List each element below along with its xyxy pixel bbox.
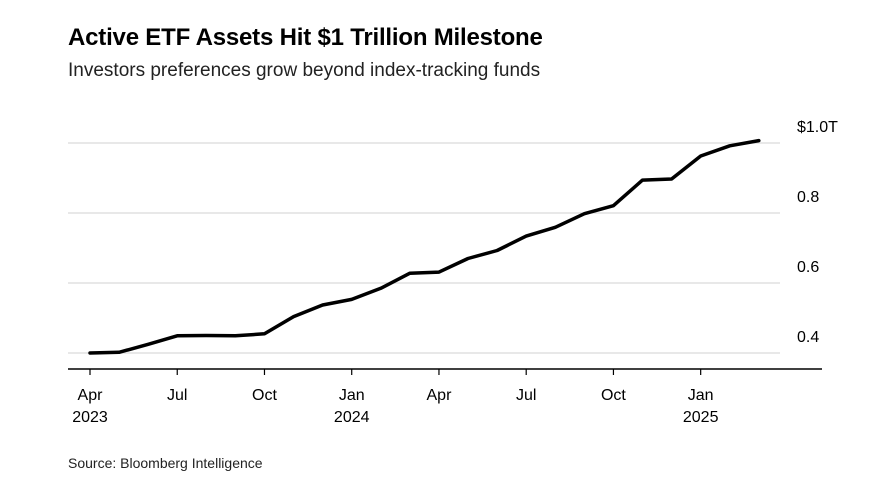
y-tick-label: 0.4 — [797, 329, 819, 346]
x-tick-year-label: 2025 — [683, 409, 719, 426]
x-tick-label: Oct — [252, 387, 277, 404]
x-tick-year-label: 2024 — [334, 409, 370, 426]
y-axis-ticks: $1.0T 0.8 0.6 0.4 — [797, 119, 838, 346]
chart-title: Active ETF Assets Hit $1 Trillion Milest… — [68, 24, 543, 51]
gridlines — [68, 142, 780, 354]
x-tick-year-label: 2023 — [72, 409, 108, 426]
series-line-active-etf-assets — [88, 138, 761, 355]
series — [88, 138, 761, 355]
x-tick-label: Jul — [167, 387, 187, 404]
x-tick-label: Oct — [601, 387, 626, 404]
chart-subtitle: Investors preferences grow beyond index-… — [68, 60, 541, 81]
x-tick-label: Jan — [688, 387, 714, 404]
x-tick-label: Jan — [339, 387, 365, 404]
y-tick-label: 0.8 — [797, 189, 819, 206]
x-tick-label: Jul — [516, 387, 536, 404]
x-tick-label: Apr — [78, 387, 104, 404]
y-tick-label: $1.0T — [797, 119, 838, 136]
x-tick-label: Apr — [427, 387, 453, 404]
source-note: Source: Bloomberg Intelligence — [68, 455, 263, 471]
y-tick-label: 0.6 — [797, 259, 819, 276]
x-axis-ticks: Apr 2023 Jul Oct Jan 2024 Apr Jul Oct Jan 2025 — [72, 369, 719, 426]
